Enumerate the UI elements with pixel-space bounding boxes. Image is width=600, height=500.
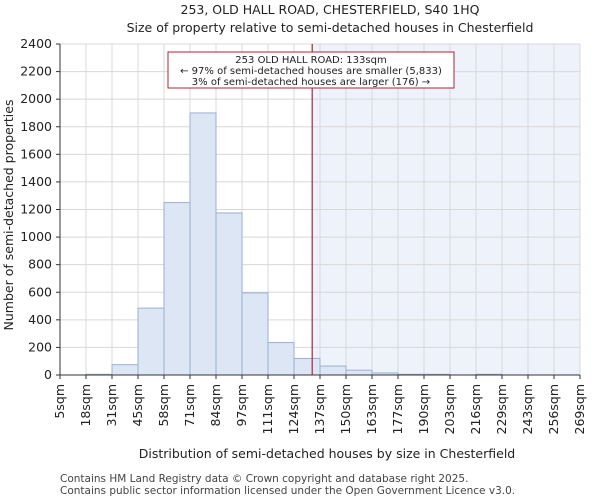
x-tick-label: 216sqm <box>468 384 483 434</box>
x-tick-label: 243sqm <box>520 384 535 434</box>
x-tick-label: 137sqm <box>312 384 327 434</box>
y-tick-label: 800 <box>28 257 52 272</box>
chart-subtitle: Size of property relative to semi-detach… <box>127 20 534 35</box>
x-tick-label: 5sqm <box>52 384 67 419</box>
x-tick-label: 229sqm <box>494 384 509 434</box>
histogram-bar <box>293 357 321 376</box>
histogram-bar <box>345 369 373 376</box>
y-tick-label: 2200 <box>20 64 52 79</box>
histogram-bar <box>319 365 347 376</box>
footer-line-2: Contains public sector information licen… <box>60 485 515 497</box>
x-tick-label: 190sqm <box>416 384 431 434</box>
x-tick-label: 58sqm <box>156 384 171 427</box>
histogram-bar <box>215 212 243 376</box>
y-tick-label: 600 <box>28 284 52 299</box>
x-tick-label: 111sqm <box>260 384 275 434</box>
x-tick-label: 124sqm <box>286 384 301 434</box>
y-tick-label: 200 <box>28 339 52 354</box>
annotation-line-2: ← 97% of semi-detached houses are smalle… <box>180 66 442 77</box>
footer-line-1: Contains HM Land Registry data © Crown c… <box>60 473 468 485</box>
x-tick-label: 71sqm <box>182 384 197 427</box>
plot-area: 0 200 400 600 800 1000 1200 1400 1600 1800 2000 220… <box>20 36 587 434</box>
x-tick-label: 163sqm <box>364 384 379 434</box>
y-tick-label: 2400 <box>20 36 52 51</box>
histogram-bar <box>111 364 139 376</box>
histogram-bar <box>137 307 165 376</box>
y-tick-label: 1800 <box>20 119 52 134</box>
histogram-bar <box>189 112 217 376</box>
y-tick-label: 400 <box>28 312 52 327</box>
y-tick-label: 1600 <box>20 146 52 161</box>
x-tick-label: 150sqm <box>338 384 353 434</box>
y-axis-label: Number of semi-detached properties <box>1 100 16 331</box>
annotation-line-1: 253 OLD HALL ROAD: 133sqm <box>235 55 386 66</box>
histogram-bar <box>241 292 269 376</box>
x-tick-label: 256sqm <box>546 384 561 434</box>
x-tick-label: 177sqm <box>390 384 405 434</box>
annotation-box <box>167 51 455 89</box>
x-tick-label: 45sqm <box>130 384 145 427</box>
x-tick-label: 269sqm <box>572 384 587 434</box>
x-tick-label: 31sqm <box>104 384 119 427</box>
histogram-bar <box>267 342 295 376</box>
y-tick-label: 2000 <box>20 91 52 106</box>
annotation-line-3: 3% of semi-detached houses are larger (1… <box>192 77 430 88</box>
y-tick-label: 0 <box>44 367 52 382</box>
y-tick-label: 1000 <box>20 229 52 244</box>
y-tick-label: 1200 <box>20 202 52 217</box>
x-tick-label: 18sqm <box>78 384 93 427</box>
x-tick-label: 97sqm <box>234 384 249 427</box>
x-tick-label: 203sqm <box>442 384 457 434</box>
histogram-bar <box>163 202 191 376</box>
x-axis-label: Distribution of semi-detached houses by … <box>139 446 515 461</box>
chart-title: 253, OLD HALL ROAD, CHESTERFIELD, S40 1H… <box>181 2 480 17</box>
x-tick-label: 84sqm <box>208 384 223 427</box>
y-tick-label: 1400 <box>20 174 52 189</box>
